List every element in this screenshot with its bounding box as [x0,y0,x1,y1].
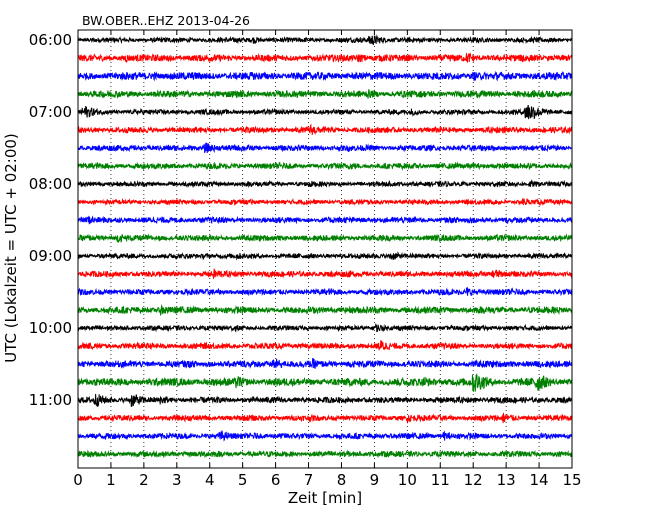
trace-06:30 [77,70,573,82]
trace-06:15 [77,52,573,64]
trace-09:15 [77,268,573,279]
x-tick-label-2: 2 [139,471,149,489]
x-tick-label-0: 0 [73,471,83,489]
trace-09:00 [77,250,573,261]
seismic-traces [77,34,573,459]
plot-frame [78,30,572,468]
trace-08:00 [77,179,573,189]
trace-10:00 [77,323,573,333]
trace-08:15 [77,197,573,207]
trace-10:30 [77,357,573,369]
trace-08:45 [77,233,573,243]
x-axis-ticks: 0 1 2 3 4 5 6 7 8 9 10 11 12 13 14 15 [73,30,582,489]
trace-07:15 [77,123,573,136]
chart-title: BW.OBER..EHZ 2013-04-26 [82,13,250,28]
trace-11:45 [77,449,573,459]
x-tick-label-8: 8 [337,471,347,489]
x-tick-label-5: 5 [238,471,248,489]
trace-09:45 [77,304,573,316]
trace-10:15 [77,340,573,351]
x-tick-label-1: 1 [106,471,116,489]
x-axis-label: Zeit [min] [288,489,362,507]
y-tick-label-4: 10:00 [29,319,72,337]
x-tick-label-13: 13 [497,471,516,489]
x-tick-label-14: 14 [530,471,549,489]
trace-07:45 [77,161,573,171]
trace-11:15 [77,412,573,424]
y-tick-label-2: 08:00 [29,175,72,193]
y-axis-label: UTC (Lokalzeit = UTC + 02:00) [2,133,20,363]
y-tick-label-5: 11:00 [29,391,72,409]
trace-07:00 [77,104,573,120]
trace-11:00 [77,393,573,407]
x-tick-label-6: 6 [271,471,281,489]
x-tick-label-7: 7 [304,471,314,489]
x-tick-label-3: 3 [172,471,182,489]
trace-09:30 [77,286,573,297]
trace-08:30 [77,215,573,225]
plot-border [77,29,573,469]
trace-06:00 [77,34,573,46]
y-tick-label-1: 07:00 [29,103,72,121]
y-tick-label-3: 09:00 [29,247,72,265]
y-tick-label-0: 06:00 [29,31,72,49]
x-tick-label-4: 4 [205,471,215,489]
y-axis-ticks: 06:00 07:00 08:00 09:00 10:00 11:00 [29,31,572,409]
x-tick-label-11: 11 [431,471,450,489]
trace-07:30 [77,142,573,154]
x-tick-label-15: 15 [562,471,581,489]
x-tick-label-9: 9 [370,471,380,489]
trace-06:45 [77,89,573,100]
x-tick-label-10: 10 [398,471,417,489]
trace-11:30 [77,430,573,442]
trace-10:45 [77,373,573,392]
x-tick-label-12: 12 [464,471,483,489]
